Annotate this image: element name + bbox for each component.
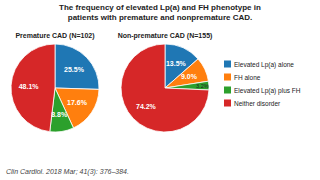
legend-label: Elevated Lp(a) alone [234,61,294,69]
legend-swatch [224,87,231,94]
data-label: 74.2% [136,103,157,110]
legend-label: Elevated Lp(a) plus FH [234,87,301,95]
legend-label: Neither disorder [234,100,281,107]
pie-slice [55,44,99,89]
data-label: 9.0% [181,73,198,80]
data-label: 8.8% [51,111,68,118]
legend-label: FH alone [234,74,261,81]
pie-title: Non-premature CAD (N=155) [118,32,213,40]
chart: The frequency of elevated Lp(a) and FH p… [0,0,320,180]
legend-item: Elevated Lp(a) alone [224,61,294,69]
pie: 13.5% 9.0% 3.2% 74.2% [121,44,209,132]
data-label: 25.5% [64,66,85,73]
legend-swatch [224,100,231,107]
data-label: 48.1% [19,83,40,90]
pie-slice [121,44,209,132]
pie: 25.5% 17.6% 8.8% 48.1% [11,44,99,132]
legend: Elevated Lp(a) alone FH alone Elevated Lp(… [224,61,301,107]
pie-slice [165,59,208,88]
pie-title: Premature CAD (N=102) [15,32,94,40]
title: The frequency of elevated Lp(a) and FH p… [59,3,261,22]
annotation: Clin Cardiol. 2018 Mar; 41(3): 376–384. [6,168,129,176]
pie-slice [11,44,55,132]
legend-item: Neither disorder [224,100,281,107]
data-label: 17.6% [67,99,88,106]
legend-swatch [224,74,231,81]
legend-item: FH alone [224,74,261,81]
data-label: 13.5% [166,60,187,67]
legend-item: Elevated Lp(a) plus FH [224,87,301,95]
data-label: 3.2% [196,83,209,89]
legend-swatch [224,61,231,68]
